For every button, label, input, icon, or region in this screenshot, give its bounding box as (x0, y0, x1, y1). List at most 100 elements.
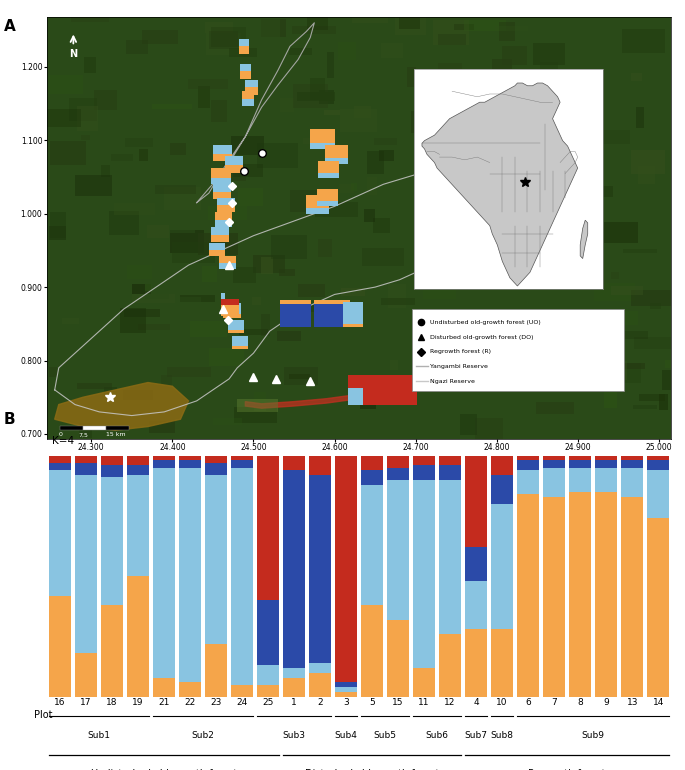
Bar (95, 90, 117, 110)
Bar (439, 634, 461, 697)
Bar (621, 456, 643, 460)
Bar (261, 314, 270, 336)
Bar (349, 375, 417, 404)
Bar (658, 394, 668, 410)
Bar (619, 311, 638, 325)
Bar (325, 145, 347, 158)
Bar (560, 152, 599, 169)
Bar (197, 233, 238, 255)
Bar (172, 242, 215, 263)
Text: Sub4: Sub4 (334, 731, 358, 740)
Bar (611, 286, 643, 296)
Bar (239, 330, 268, 335)
Bar (227, 320, 244, 330)
Bar (49, 367, 57, 377)
Bar (209, 31, 238, 49)
Bar (164, 187, 201, 210)
Bar (77, 383, 112, 389)
Bar (569, 456, 591, 460)
Bar (211, 27, 246, 46)
Bar (436, 149, 452, 162)
Bar (517, 460, 539, 470)
Bar (49, 226, 66, 240)
Bar (387, 480, 409, 620)
Bar (614, 330, 647, 340)
Bar (638, 166, 655, 184)
Bar (554, 172, 577, 194)
Text: Ngazi Reserve: Ngazi Reserve (429, 379, 475, 383)
Bar (604, 384, 617, 408)
Bar (665, 360, 684, 368)
Bar (482, 179, 506, 204)
Bar (283, 470, 305, 668)
Bar (375, 268, 413, 278)
Bar (413, 480, 435, 668)
Bar (569, 467, 591, 492)
Bar (590, 103, 601, 122)
Bar (540, 62, 558, 76)
Bar (324, 110, 340, 115)
Bar (621, 467, 643, 497)
Bar (298, 284, 325, 297)
Bar (387, 467, 409, 480)
Bar (238, 188, 263, 206)
Bar (223, 303, 241, 314)
Bar (214, 213, 232, 220)
Bar (179, 682, 201, 697)
Bar (47, 79, 55, 99)
Bar (367, 176, 377, 195)
Bar (101, 165, 110, 177)
Bar (101, 456, 123, 465)
Bar (179, 460, 201, 467)
Bar (293, 84, 328, 108)
Bar (361, 484, 383, 605)
Text: 7,5: 7,5 (78, 433, 88, 437)
Bar (438, 34, 466, 45)
Bar (179, 467, 201, 682)
Bar (608, 363, 645, 370)
Bar (214, 220, 232, 227)
Text: Plot: Plot (34, 710, 52, 720)
Text: Sub7: Sub7 (464, 731, 488, 740)
Bar (595, 460, 617, 467)
Bar (517, 239, 561, 254)
Bar (595, 467, 617, 492)
Bar (351, 183, 358, 191)
Bar (413, 668, 435, 697)
Bar (542, 238, 580, 254)
Text: Regrowth forest: Regrowth forest (528, 769, 606, 770)
Bar (432, 237, 462, 260)
Bar (84, 57, 96, 73)
Bar (647, 456, 669, 460)
Bar (569, 460, 591, 467)
Bar (231, 467, 253, 685)
Bar (341, 288, 366, 296)
Bar (491, 475, 513, 504)
Bar (442, 273, 451, 283)
Bar (533, 329, 566, 334)
Bar (212, 418, 242, 424)
Bar (591, 130, 630, 144)
Bar (242, 91, 254, 99)
Bar (257, 143, 298, 168)
Bar (492, 59, 512, 85)
Bar (211, 227, 229, 235)
Bar (60, 426, 83, 430)
Bar (209, 243, 225, 249)
Bar (101, 477, 123, 605)
Bar (499, 22, 515, 42)
Text: A: A (3, 19, 15, 34)
Bar (245, 80, 258, 87)
Bar (319, 90, 334, 105)
Bar (340, 109, 377, 132)
Bar (199, 383, 234, 393)
Bar (49, 470, 71, 595)
Bar (381, 298, 415, 305)
Bar (622, 28, 664, 52)
Bar (153, 456, 175, 460)
Bar (279, 269, 295, 276)
Bar (335, 682, 357, 687)
Bar (83, 426, 105, 430)
Bar (271, 236, 307, 259)
Bar (631, 290, 671, 306)
